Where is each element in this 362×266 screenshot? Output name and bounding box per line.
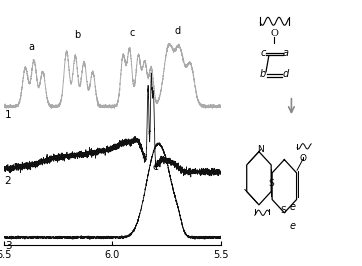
Text: e: e: [290, 202, 296, 213]
Text: b: b: [74, 30, 81, 40]
Text: e: e: [153, 162, 159, 172]
Text: 2: 2: [5, 176, 11, 186]
Text: a: a: [29, 42, 35, 52]
Text: S: S: [280, 206, 286, 215]
Text: d: d: [174, 26, 180, 36]
Text: d: d: [283, 69, 289, 80]
Text: S: S: [269, 179, 274, 188]
Text: 1: 1: [5, 110, 11, 120]
Text: O: O: [270, 29, 278, 38]
Text: a: a: [283, 48, 289, 58]
Text: 3: 3: [5, 241, 11, 251]
Text: c: c: [261, 48, 266, 58]
Text: e: e: [290, 221, 296, 231]
Text: b: b: [260, 69, 266, 80]
Text: c: c: [129, 28, 134, 38]
Text: N: N: [257, 145, 264, 154]
Text: O: O: [299, 154, 306, 163]
